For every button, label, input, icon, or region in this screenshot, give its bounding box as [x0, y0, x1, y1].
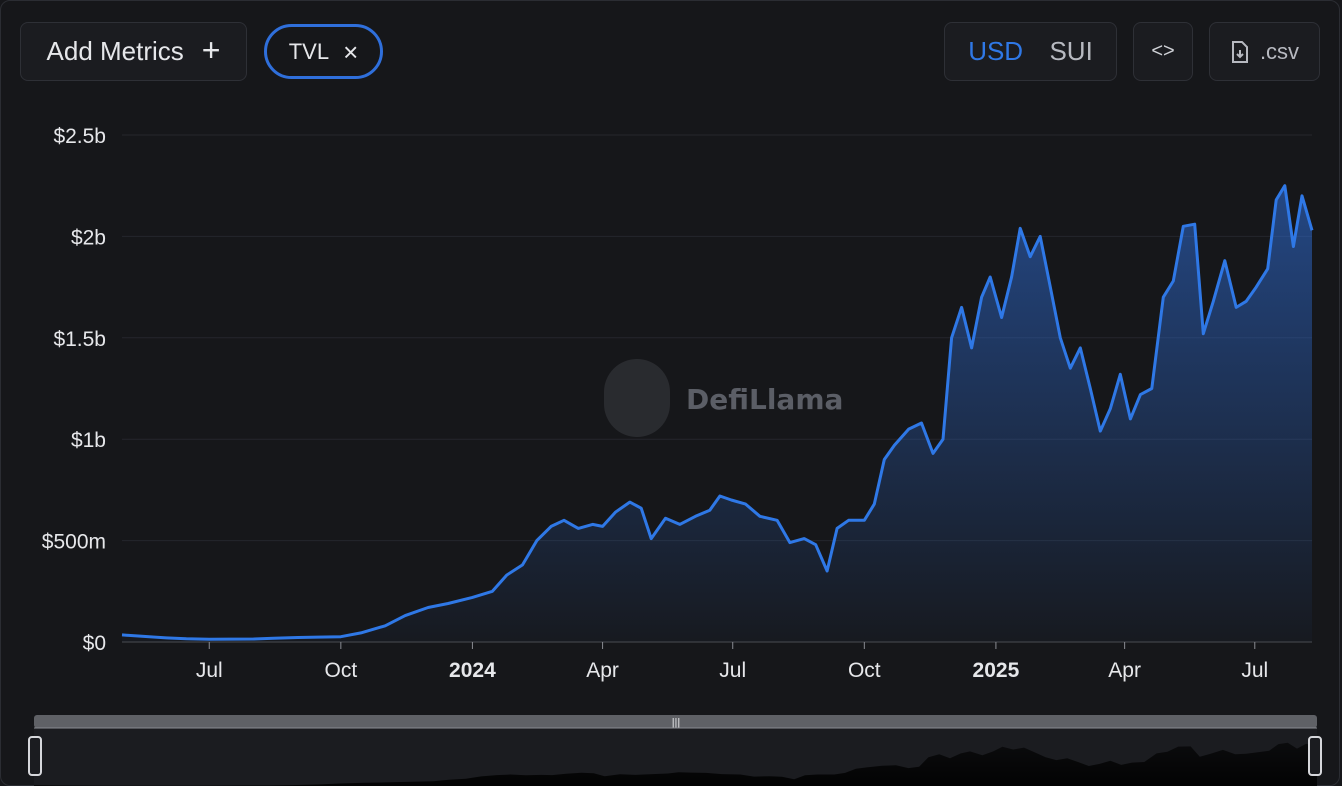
defillama-watermark: DefiLlama	[604, 359, 843, 437]
add-metrics-button[interactable]: Add Metrics +	[20, 22, 247, 81]
brush-right-handle[interactable]	[1308, 736, 1322, 776]
y-tick-label: $2b	[71, 226, 106, 249]
y-tick-label: $500m	[42, 531, 106, 554]
tvl-chip-label: TVL	[288, 38, 330, 64]
x-axis-ticks: Jul Oct 2024 Apr Jul Oct 2025 Apr Jul	[196, 642, 1268, 682]
brush-grip-icon[interactable]: |||	[672, 717, 681, 729]
x-tick-label: Apr	[586, 659, 619, 682]
x-tick-label: Oct	[324, 659, 357, 682]
y-tick-label: $1b	[71, 429, 106, 452]
tvl-area	[122, 185, 1312, 642]
range-brush[interactable]: |||	[28, 715, 1322, 786]
csv-label: .csv	[1259, 38, 1300, 64]
plus-icon: +	[201, 32, 221, 68]
currency-usd-option[interactable]: USD	[968, 36, 1024, 66]
brush-top-bar[interactable]	[34, 715, 1317, 728]
tvl-line	[121, 184, 1314, 641]
llama-logo-icon	[604, 359, 670, 437]
code-icon: <>	[1151, 40, 1175, 62]
add-metrics-label: Add Metrics	[46, 36, 184, 66]
download-csv-button[interactable]: .csv	[1209, 22, 1320, 81]
brush-preview-area	[34, 742, 1317, 786]
watermark-text: DefiLlama	[686, 383, 843, 416]
x-tick-label: Jul	[196, 659, 223, 682]
x-tick-label: 2025	[973, 659, 1020, 682]
brush-left-handle[interactable]	[28, 736, 42, 776]
x-tick-label: Oct	[848, 659, 881, 682]
x-tick-label: 2024	[449, 659, 496, 682]
embed-code-button[interactable]: <>	[1133, 22, 1193, 81]
y-tick-label: $1.5b	[53, 328, 106, 351]
tvl-metric-chip[interactable]: TVL ×	[264, 24, 383, 79]
y-tick-label: $0	[83, 632, 106, 655]
currency-sui-option[interactable]: SUI	[1049, 36, 1093, 66]
y-axis-ticks: $0 $500m $1b $1.5b $2b $2.5b	[42, 125, 106, 655]
y-tick-label: $2.5b	[53, 125, 106, 148]
x-tick-label: Apr	[1108, 659, 1141, 682]
close-icon[interactable]: ×	[343, 36, 359, 67]
currency-toggle: USD SUI	[944, 22, 1117, 81]
file-download-icon	[1231, 40, 1248, 63]
x-tick-label: Jul	[1241, 659, 1268, 682]
x-tick-label: Jul	[719, 659, 746, 682]
